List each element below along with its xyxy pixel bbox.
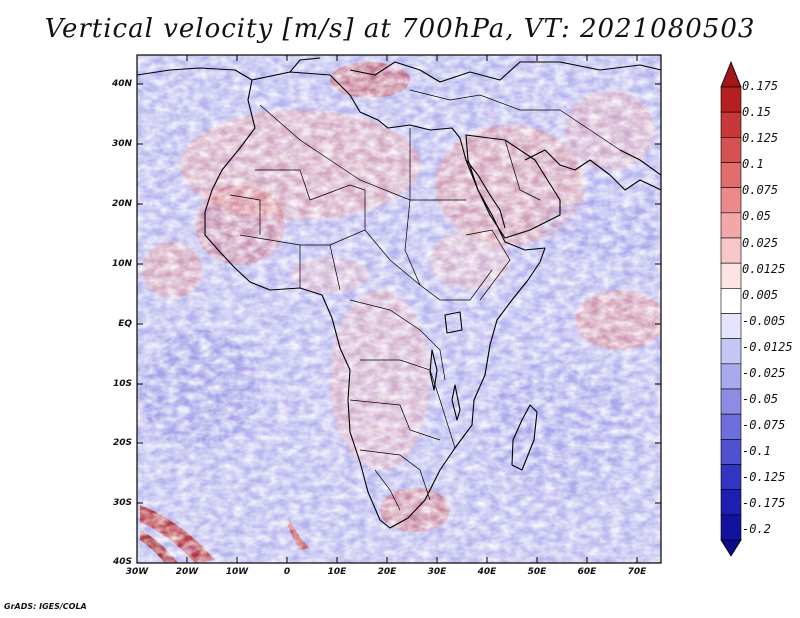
red-sea (465, 159, 506, 229)
grads-credit: GrADS: IGES/COLA (4, 602, 87, 611)
colorbar-swatch (720, 237, 742, 264)
lon-label: 20W (175, 567, 199, 577)
lat-label: 40S (112, 557, 132, 567)
colorbar-label: 0.125 (742, 131, 779, 145)
lake-victoria (444, 311, 463, 334)
lon-label: 0 (283, 567, 291, 577)
colorbar-swatch (720, 388, 742, 415)
colorbar-label: 0.05 (742, 209, 771, 223)
colorbar-label: 0.025 (742, 236, 779, 250)
india-coast (619, 149, 661, 176)
persian-gulf (524, 149, 661, 191)
colorbar-label: 0.15 (742, 105, 771, 119)
colorbar (720, 60, 742, 557)
colorbar-swatch (720, 464, 742, 490)
lon-label: 70E (627, 567, 647, 577)
colorbar-swatch (720, 489, 742, 516)
colorbar-label: -0.2 (742, 522, 771, 536)
colorbar-swatch (720, 187, 742, 214)
colorbar-swatch (720, 111, 742, 138)
lake-malawi (451, 384, 461, 421)
lon-label: 30W (125, 567, 149, 577)
colorbar-swatch (720, 288, 742, 314)
lon-label: 10E (327, 567, 347, 577)
lat-label: 40N (111, 79, 132, 89)
colorbar-label: -0.125 (742, 470, 786, 484)
colorbar-label: -0.025 (742, 366, 786, 380)
colorbar-swatch (720, 262, 742, 289)
colorbar-swatch (720, 137, 742, 163)
colorbar-bottom-arrow (720, 539, 742, 557)
colorbar-swatch (720, 313, 742, 339)
colorbar-label: 0.0125 (742, 262, 786, 276)
lat-label: EQ (118, 319, 132, 329)
colorbar-label: 0.1 (742, 157, 764, 171)
lake-tanganyika (429, 349, 438, 391)
lon-label: 30E (427, 567, 447, 577)
lat-label: 10N (111, 259, 132, 269)
lat-label: 30N (111, 139, 132, 149)
velocity-field (137, 55, 661, 563)
country-borders (229, 89, 621, 511)
colorbar-label: 0.075 (742, 183, 779, 197)
colorbar-label: -0.075 (742, 418, 786, 432)
colorbar-swatch (720, 413, 742, 440)
lat-label: 30S (112, 498, 132, 508)
colorbar-swatch (720, 439, 742, 465)
axis-ticks (136, 55, 661, 564)
madagascar-outline (511, 404, 538, 471)
colorbar-label: -0.005 (742, 314, 786, 328)
europe-coast (137, 57, 661, 83)
colorbar-label: -0.1 (742, 444, 771, 458)
arabia-outline (465, 134, 561, 239)
africa-coastline (204, 71, 546, 529)
colorbar-label: -0.0125 (742, 340, 793, 354)
colorbar-top-arrow (720, 60, 742, 88)
colorbar-swatch (720, 212, 742, 239)
colorbar-swatch (720, 86, 742, 113)
colorbar-swatch (720, 514, 742, 541)
colorbar-label: -0.05 (742, 392, 779, 406)
colorbar-label: 0.175 (742, 79, 779, 93)
colorbar-label: 0.005 (742, 288, 779, 302)
lat-label: 10S (112, 379, 132, 389)
lon-label: 20E (377, 567, 397, 577)
colorbar-swatch (720, 363, 742, 390)
lon-label: 40E (477, 567, 497, 577)
plot-frame (136, 54, 662, 564)
colorbar-swatch (720, 338, 742, 365)
colorbar-label: -0.175 (742, 496, 786, 510)
coastlines (137, 57, 661, 529)
lon-label: 60E (577, 567, 597, 577)
lat-label: 20N (111, 199, 132, 209)
map-title: Vertical velocity [m/s] at 700hPa, VT: 2… (44, 14, 756, 44)
colorbar-swatch (720, 162, 742, 188)
lat-label: 20S (112, 438, 132, 448)
lon-label: 50E (527, 567, 547, 577)
lon-label: 10W (225, 567, 249, 577)
